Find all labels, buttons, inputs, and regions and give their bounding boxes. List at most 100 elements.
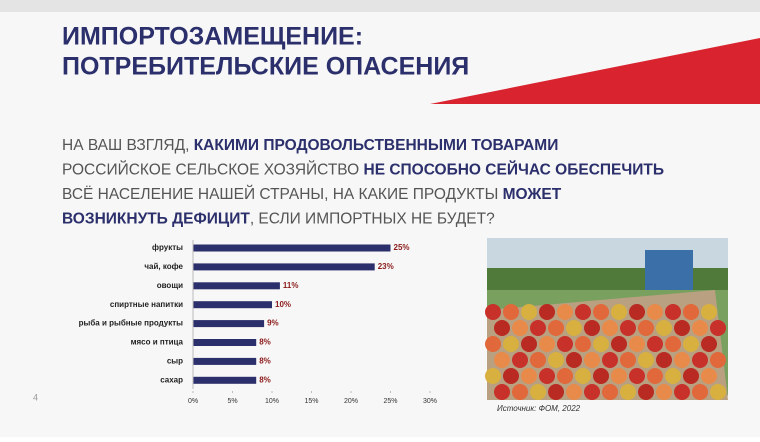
apple: [539, 304, 555, 320]
value-label: 9%: [267, 319, 279, 328]
apple: [620, 384, 636, 400]
apple: [539, 368, 555, 384]
apple: [512, 352, 528, 368]
apple: [548, 352, 564, 368]
apple: [710, 384, 726, 400]
apple: [530, 352, 546, 368]
apple: [629, 336, 645, 352]
apple: [566, 320, 582, 336]
apple: [575, 304, 591, 320]
apple: [710, 320, 726, 336]
apple: [557, 336, 573, 352]
category-label: мясо и птица: [131, 338, 184, 347]
apple: [584, 320, 600, 336]
apple: [620, 320, 636, 336]
apple: [683, 336, 699, 352]
category-label: спиртные напитки: [110, 300, 183, 309]
red-band: [430, 38, 760, 104]
apple: [593, 304, 609, 320]
apple: [494, 352, 510, 368]
question-segment: РОССИЙСКОЕ СЕЛЬСКОЕ ХОЗЯЙСТВО: [62, 161, 364, 179]
bar: [193, 282, 280, 290]
value-label: 8%: [259, 338, 271, 347]
bar: [193, 357, 257, 365]
apple: [512, 384, 528, 400]
apple: [521, 368, 537, 384]
apple: [485, 304, 501, 320]
x-tick-label: 30%: [423, 398, 437, 405]
category-label: сыр: [167, 357, 183, 366]
photo: [485, 238, 728, 400]
bar: [193, 301, 272, 309]
apple: [701, 368, 717, 384]
apple: [494, 384, 510, 400]
apple: [548, 320, 564, 336]
apple: [674, 320, 690, 336]
question-segment: , ЕСЛИ ИМПОРТНЫХ НЕ БУДЕТ?: [250, 211, 495, 228]
apple: [665, 336, 681, 352]
apple: [503, 304, 519, 320]
apple: [611, 336, 627, 352]
apple: [656, 384, 672, 400]
category-label: рыба и рыбные продукты: [79, 319, 184, 328]
apple: [611, 304, 627, 320]
apple: [620, 352, 636, 368]
apple: [692, 352, 708, 368]
apples: [485, 304, 726, 400]
x-tick-label: 15%: [304, 398, 318, 405]
bar: [193, 320, 265, 328]
apple: [602, 320, 618, 336]
apple: [530, 384, 546, 400]
apple: [701, 304, 717, 320]
apple: [674, 352, 690, 368]
bar: [193, 244, 391, 252]
top-strip: [0, 0, 760, 12]
question-segment: МОЖЕТ: [503, 186, 562, 203]
title: ИМПОРТОЗАМЕЩЕНИЕ:: [62, 23, 363, 51]
x-tick-label: 10%: [265, 398, 279, 405]
apple: [647, 304, 663, 320]
apple: [557, 304, 573, 320]
question-line: ВОЗНИКНУТЬ ДЕФИЦИТ, ЕСЛИ ИМПОРТНЫХ НЕ БУ…: [62, 211, 495, 228]
apple: [656, 320, 672, 336]
apple: [566, 352, 582, 368]
value-label: 23%: [378, 262, 394, 271]
apple: [503, 336, 519, 352]
source: Источник: ФОМ, 2022: [497, 404, 581, 413]
bar: [193, 339, 257, 346]
question: НА ВАШ ВЗГЛЯД, КАКИМИ ПРОДОВОЛЬСТВЕННЫМИ…: [62, 137, 664, 228]
apple: [665, 368, 681, 384]
apple: [701, 336, 717, 352]
x-tick-label: 20%: [344, 398, 358, 405]
question-segment: КАКИМИ ПРОДОВОЛЬСТВЕННЫМИ ТОВАРАМИ: [194, 137, 559, 154]
value-label: 8%: [259, 375, 271, 384]
apple: [521, 304, 537, 320]
apple: [566, 384, 582, 400]
apple: [584, 384, 600, 400]
apple: [629, 368, 645, 384]
apple: [593, 368, 609, 384]
apple: [611, 368, 627, 384]
question-segment: ВСЁ НАСЕЛЕНИЕ НАШЕЙ СТРАНЫ, НА КАКИЕ ПРО…: [62, 185, 503, 203]
question-line: РОССИЙСКОЕ СЕЛЬСКОЕ ХОЗЯЙСТВО НЕ СПОСОБН…: [62, 161, 664, 179]
apple: [521, 336, 537, 352]
apple: [575, 336, 591, 352]
apple: [602, 384, 618, 400]
apple: [656, 352, 672, 368]
apple: [674, 384, 690, 400]
apple: [683, 304, 699, 320]
apple: [512, 320, 528, 336]
apple: [638, 384, 654, 400]
tractor: [645, 250, 693, 290]
bar: [193, 376, 257, 384]
x-tick-label: 0%: [188, 398, 198, 405]
apple: [557, 368, 573, 384]
apple: [710, 352, 726, 368]
bar: [193, 263, 375, 271]
category-label: фрукты: [152, 243, 183, 252]
apple: [683, 368, 699, 384]
apple: [494, 320, 510, 336]
value-label: 25%: [394, 243, 410, 252]
question-segment: НЕ СПОСОБНО СЕЙЧАС ОБЕСПЕЧИТЬ: [364, 161, 665, 179]
x-tick-label: 25%: [383, 398, 397, 405]
